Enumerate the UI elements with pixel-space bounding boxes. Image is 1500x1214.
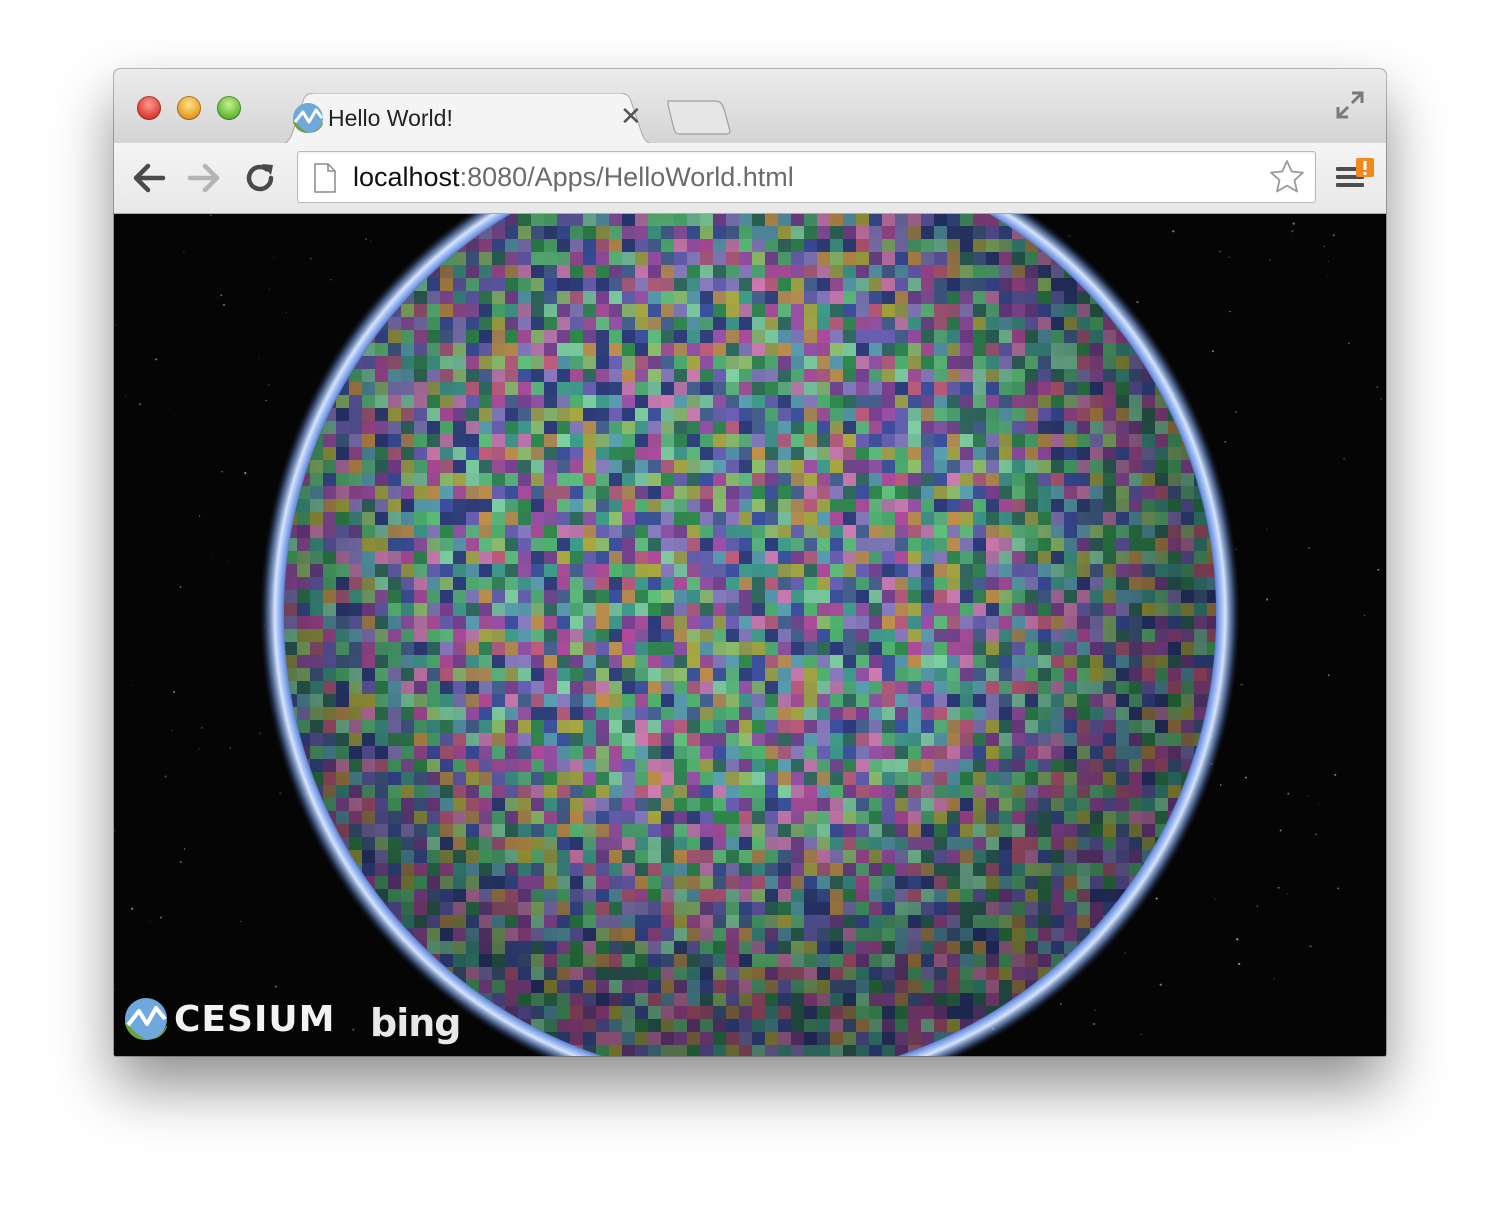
bookmark-star-icon[interactable] bbox=[1268, 158, 1306, 196]
globe[interactable] bbox=[114, 214, 1386, 1056]
bing-logo[interactable]: bing bbox=[370, 1001, 461, 1045]
reload-icon[interactable] bbox=[243, 161, 279, 195]
browser-window: Hello World! ✕ localhost:8080/Apps/He bbox=[114, 69, 1386, 1056]
menu-warning-icon[interactable] bbox=[1334, 157, 1376, 193]
cesium-credit-label[interactable]: CESIUM bbox=[174, 999, 336, 1040]
new-tab-button[interactable] bbox=[666, 99, 732, 135]
url-host: localhost bbox=[353, 162, 460, 192]
page-icon bbox=[314, 163, 336, 193]
cesium-logo-icon[interactable] bbox=[124, 997, 168, 1041]
forward-arrow-icon[interactable] bbox=[186, 161, 222, 195]
url-path: :8080/Apps/HelloWorld.html bbox=[459, 162, 794, 192]
close-window-button[interactable] bbox=[137, 96, 161, 120]
tab-strip: Hello World! ✕ bbox=[114, 69, 1386, 145]
tab-close-icon[interactable]: ✕ bbox=[620, 101, 642, 131]
browser-toolbar: localhost:8080/Apps/HelloWorld.html bbox=[114, 143, 1386, 214]
minimize-window-button[interactable] bbox=[177, 96, 201, 120]
maximize-window-button[interactable] bbox=[217, 96, 241, 120]
tab-hello-world[interactable]: Hello World! ✕ bbox=[276, 93, 658, 145]
url-text: localhost:8080/Apps/HelloWorld.html bbox=[353, 162, 794, 193]
address-bar[interactable]: localhost:8080/Apps/HelloWorld.html bbox=[297, 151, 1316, 203]
fullscreen-icon[interactable] bbox=[1334, 89, 1366, 121]
tab-title: Hello World! bbox=[328, 105, 453, 131]
cesium-viewer[interactable]: CESIUM bing bbox=[114, 214, 1386, 1056]
cesium-favicon-icon bbox=[293, 103, 324, 133]
back-arrow-icon[interactable] bbox=[131, 161, 167, 195]
